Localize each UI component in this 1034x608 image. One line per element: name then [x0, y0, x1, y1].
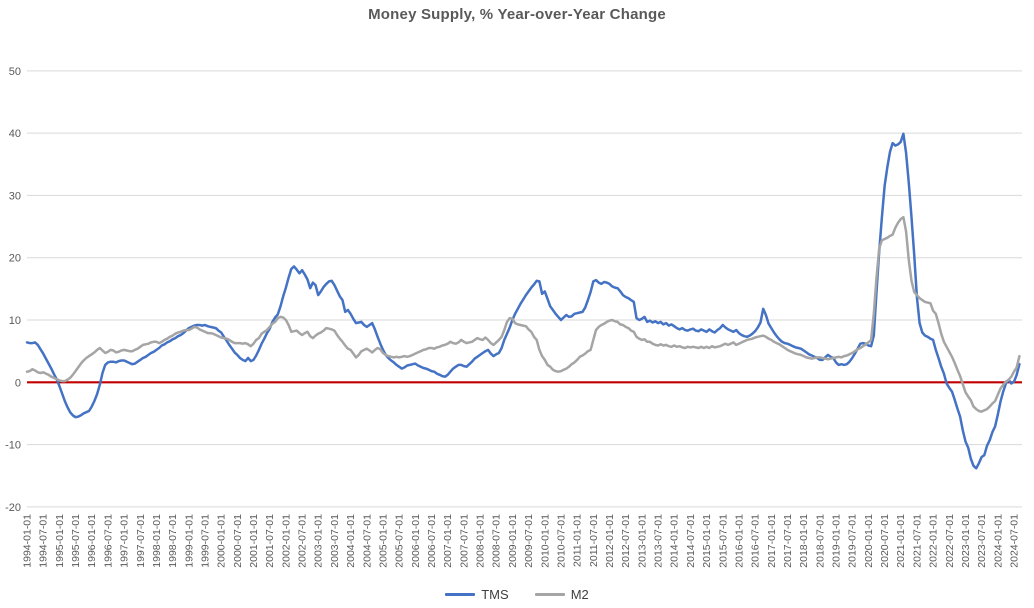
- x-axis-tick-label: 2018-01-01: [798, 514, 810, 568]
- x-axis-tick-label: 1997-01-01: [119, 514, 131, 568]
- x-axis-tick-label: 2020-07-01: [879, 514, 891, 568]
- y-axis-tick-label: 10: [9, 315, 21, 327]
- x-axis-tick-label: 2021-07-01: [911, 514, 923, 568]
- x-axis-tick-label: 2016-01-01: [733, 514, 745, 568]
- x-axis-tick-label: 2008-01-01: [475, 514, 487, 568]
- x-axis-tick-label: 1994-01-01: [22, 514, 34, 568]
- legend-label-tms: TMS: [481, 587, 509, 602]
- x-axis-tick-label: 2001-01-01: [248, 514, 260, 568]
- series-line-m2: [25, 215, 1021, 413]
- x-axis-tick-label: 2004-07-01: [361, 514, 373, 568]
- x-axis-tick-label: 2018-07-01: [814, 514, 826, 568]
- x-axis-tick-label: 2017-01-01: [766, 514, 778, 568]
- legend-item-tms: TMS: [445, 587, 509, 602]
- x-axis-tick-label: 2004-01-01: [345, 514, 357, 568]
- x-axis-tick-label: 1994-07-01: [38, 514, 50, 568]
- x-axis-tick-label: 2009-01-01: [507, 514, 519, 568]
- x-axis-tick-label: 2014-07-01: [685, 514, 697, 568]
- chart-legend: TMS M2: [0, 587, 1034, 602]
- x-axis-tick-label: 1995-07-01: [70, 514, 82, 568]
- x-axis-tick-label: 2017-07-01: [782, 514, 794, 568]
- x-axis-tick-label: 2007-07-01: [458, 514, 470, 568]
- x-axis-tick-label: 2024-01-01: [992, 514, 1004, 568]
- tms-line-swatch: [445, 593, 476, 596]
- y-axis-tick-label: 20: [9, 253, 21, 265]
- x-axis-tick-label: 2005-07-01: [394, 514, 406, 568]
- x-axis-tick-label: 2008-07-01: [491, 514, 503, 568]
- x-axis-tick-label: 2020-01-01: [863, 514, 875, 568]
- x-axis-tick-label: 2005-01-01: [377, 514, 389, 568]
- x-axis-tick-label: 2015-01-01: [701, 514, 713, 568]
- x-axis-tick-label: 2012-01-01: [604, 514, 616, 568]
- x-axis-tick-label: 2013-01-01: [636, 514, 648, 568]
- x-axis-tick-label: 2003-01-01: [313, 514, 325, 568]
- y-axis-tick-label: -10: [5, 440, 21, 452]
- x-axis-tick-label: 2016-07-01: [750, 514, 762, 568]
- x-axis-tick-label: 2024-07-01: [1009, 514, 1021, 568]
- y-axis-tick-label: 50: [9, 66, 21, 78]
- x-axis-tick-label: 2002-07-01: [297, 514, 309, 568]
- x-axis-tick-label: 2000-01-01: [216, 514, 228, 568]
- y-axis-tick-label: 30: [9, 190, 21, 202]
- x-axis-tick-label: 2003-07-01: [329, 514, 341, 568]
- x-axis-tick-label: 1996-01-01: [86, 514, 98, 568]
- x-axis-tick-label: 2021-01-01: [895, 514, 907, 568]
- series-line-tms: [25, 132, 1021, 470]
- x-axis-tick-label: 1995-01-01: [54, 514, 66, 568]
- y-axis-tick-label: 0: [15, 377, 21, 389]
- x-axis-tick-label: 2014-01-01: [669, 514, 681, 568]
- x-axis-tick-label: 2001-07-01: [264, 514, 276, 568]
- x-axis-tick-label: 2011-01-01: [572, 514, 584, 567]
- m2-line-swatch: [534, 593, 565, 596]
- x-axis-tick-label: 2006-01-01: [410, 514, 422, 568]
- x-axis-tick-label: 2019-01-01: [831, 514, 843, 568]
- x-axis-tick-label: 2019-07-01: [847, 514, 859, 568]
- x-axis-tick-label: 2022-07-01: [944, 514, 956, 568]
- x-axis-tick-label: 2009-07-01: [523, 514, 535, 568]
- chart-title: Money Supply, % Year-over-Year Change: [368, 6, 666, 23]
- x-axis-tick-label: 2002-01-01: [280, 514, 292, 568]
- x-axis-tick-label: 2023-01-01: [960, 514, 972, 568]
- x-axis-tick-label: 1998-07-01: [167, 514, 179, 568]
- legend-item-m2: M2: [534, 587, 589, 602]
- x-axis-tick-label: 2000-07-01: [232, 514, 244, 568]
- x-axis-tick-label: 2010-01-01: [539, 514, 551, 568]
- x-axis-tick-label: 1999-07-01: [199, 514, 211, 568]
- x-axis-tick-label: 2006-07-01: [426, 514, 438, 568]
- legend-label-m2: M2: [570, 587, 589, 602]
- x-axis-tick-label: 2010-07-01: [555, 514, 567, 568]
- x-axis-tick-label: 2013-07-01: [653, 514, 665, 568]
- x-axis-tick-label: 1996-07-01: [102, 514, 114, 568]
- x-axis-tick-label: 2007-01-01: [442, 514, 454, 568]
- y-axis-tick-label: -20: [5, 502, 21, 514]
- x-axis-tick-label: 2022-01-01: [928, 514, 940, 568]
- x-axis-tick-label: 2011-07-01: [588, 514, 600, 567]
- x-axis-tick-label: 1999-01-01: [183, 514, 195, 568]
- x-axis-tick-label: 2023-07-01: [976, 514, 988, 568]
- y-axis-tick-label: 40: [9, 128, 21, 140]
- x-axis-tick-label: 2015-07-01: [717, 514, 729, 568]
- x-axis-tick-label: 1998-01-01: [151, 514, 163, 568]
- x-axis-tick-label: 1997-07-01: [135, 514, 147, 568]
- x-axis-tick-label: 2012-07-01: [620, 514, 632, 568]
